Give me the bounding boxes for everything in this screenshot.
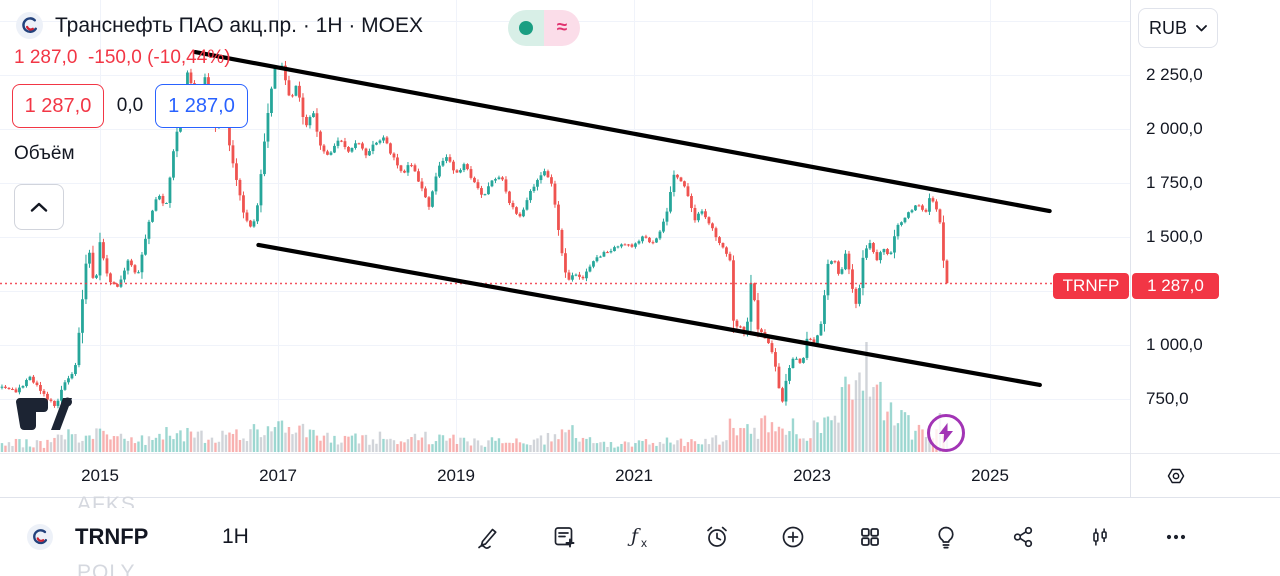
share-nodes-icon xyxy=(1013,526,1033,548)
symbol-header: Транснефть ПАО акц.пр. · 1Н · MOEX xyxy=(16,12,423,39)
notes-button[interactable] xyxy=(550,523,578,551)
approx-data-indicator: ≈ xyxy=(544,10,580,46)
svg-text:ƒ: ƒ xyxy=(627,525,641,547)
last-price-tag: TRNFP 1 287,0 xyxy=(1053,273,1219,299)
layout-grid-icon xyxy=(861,528,879,546)
transneft-logo-icon xyxy=(22,17,37,34)
tradingview-watermark-icon xyxy=(16,397,72,430)
time-axis-label: 2015 xyxy=(81,466,119,485)
time-axis-label: 2017 xyxy=(259,466,297,485)
chevron-up-icon xyxy=(30,202,48,212)
toolbar-symbol-logo xyxy=(27,524,53,550)
market-status-badge[interactable]: ≈ xyxy=(508,10,580,46)
time-axis-divider xyxy=(0,453,1280,454)
draw-marker-icon xyxy=(478,528,497,549)
price-axis-label: 1 000,0 xyxy=(1146,335,1203,354)
time-axis-label: 2019 xyxy=(437,466,475,485)
symbol-logo xyxy=(16,12,43,39)
time-axis-label: 2025 xyxy=(971,466,1009,485)
chart-title[interactable]: Транснефть ПАО акц.пр. · 1Н · MOEX xyxy=(55,13,424,37)
alerts-button[interactable] xyxy=(703,523,731,551)
currency-label: RUB xyxy=(1148,17,1187,38)
layouts-button[interactable] xyxy=(856,523,884,551)
flash-button[interactable] xyxy=(927,414,965,452)
watchlist-prev-symbol: AFKS xyxy=(77,493,136,508)
approx-tilde-icon: ≈ xyxy=(556,17,568,38)
hexagon-settings-icon xyxy=(1167,468,1185,484)
note-add-icon xyxy=(554,527,575,548)
buy-price-button[interactable]: 1 287,0 xyxy=(155,84,248,128)
chart-type-button[interactable] xyxy=(1086,523,1114,551)
watchlist-prev-row: AFKS xyxy=(77,493,136,508)
axis-settings-button[interactable] xyxy=(1162,462,1190,490)
chart-canvas[interactable] xyxy=(0,0,1130,453)
indicators-button[interactable]: ƒ x xyxy=(626,523,654,551)
price-axis-label: 2 250,0 xyxy=(1146,65,1203,84)
more-ellipsis-icon xyxy=(1166,534,1186,540)
last-price-and-change: 1 287,0 -150,0 (-10,44%) xyxy=(14,47,231,68)
time-axis-label: 2023 xyxy=(793,466,831,485)
price-axis-label: 1 750,0 xyxy=(1146,173,1203,192)
collapse-legend-button[interactable] xyxy=(14,184,64,230)
market-open-dot xyxy=(519,21,533,35)
tag-price: 1 287,0 xyxy=(1132,273,1219,299)
svg-text:x: x xyxy=(641,536,647,550)
sell-price-button[interactable]: 1 287,0 xyxy=(12,84,104,128)
price-axis-label: 750,0 xyxy=(1146,389,1189,408)
market-open-indicator xyxy=(508,10,544,46)
toolbar-divider xyxy=(0,497,1280,498)
watchlist-next-symbol: POLY xyxy=(77,561,136,576)
price-axis-label: 2 000,0 xyxy=(1146,119,1203,138)
toolbar-interval-button[interactable]: 1H xyxy=(222,525,249,548)
indicators-fx-icon: ƒ x xyxy=(627,525,647,550)
idea-bulb-icon xyxy=(938,526,954,549)
add-button[interactable] xyxy=(779,523,807,551)
transneft-logo-icon xyxy=(33,529,48,545)
time-axis-label: 2021 xyxy=(615,466,653,485)
currency-dropdown[interactable]: RUB xyxy=(1138,8,1218,48)
chart-type-candles-icon xyxy=(1093,528,1107,546)
more-button[interactable] xyxy=(1162,523,1190,551)
volume-indicator-label[interactable]: Объём xyxy=(14,143,75,164)
price-axis-divider xyxy=(1130,0,1131,497)
toolbar-symbol-button[interactable]: TRNFP xyxy=(75,524,149,549)
draw-button[interactable] xyxy=(473,523,501,551)
spread-value: 0,0 xyxy=(116,95,144,116)
alert-clock-icon xyxy=(707,526,727,547)
share-button[interactable] xyxy=(1009,523,1037,551)
plus-circle-icon xyxy=(782,526,804,548)
price-axis-label: 1 500,0 xyxy=(1146,227,1203,246)
ideas-button[interactable] xyxy=(932,523,960,551)
lightning-icon xyxy=(939,423,953,443)
chevron-down-icon xyxy=(1196,24,1207,31)
tag-symbol: TRNFP xyxy=(1053,273,1129,299)
